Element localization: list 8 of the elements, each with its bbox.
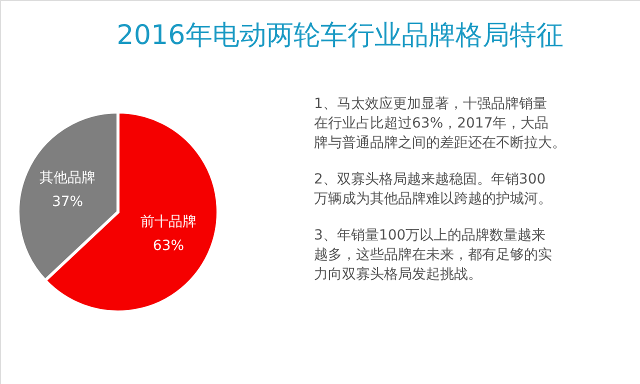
text: 1、马太效应更加显著，十强品牌销量在行业占比超过63%，2017年，大品牌与普通品牌之间的差距还在不断拉大。 — [314, 96, 566, 151]
text: 2016年电动两轮车行业品牌格局特征 — [116, 20, 564, 51]
data-label: 63% — [152, 238, 184, 254]
slice-label: 前十品牌 — [140, 214, 196, 230]
data-label: 37% — [52, 194, 84, 210]
slice-label: 其他品牌 — [40, 170, 96, 186]
text: 2、双寡头格局越来越稳固。年销300万辆成为其他品牌难以跨越的护城河。 — [314, 172, 552, 207]
text: 3、年销量100万以上的品牌数量越来越多，这些品牌在未来，都有足够的实力向双寡头格局发起挑战。 — [314, 228, 552, 282]
